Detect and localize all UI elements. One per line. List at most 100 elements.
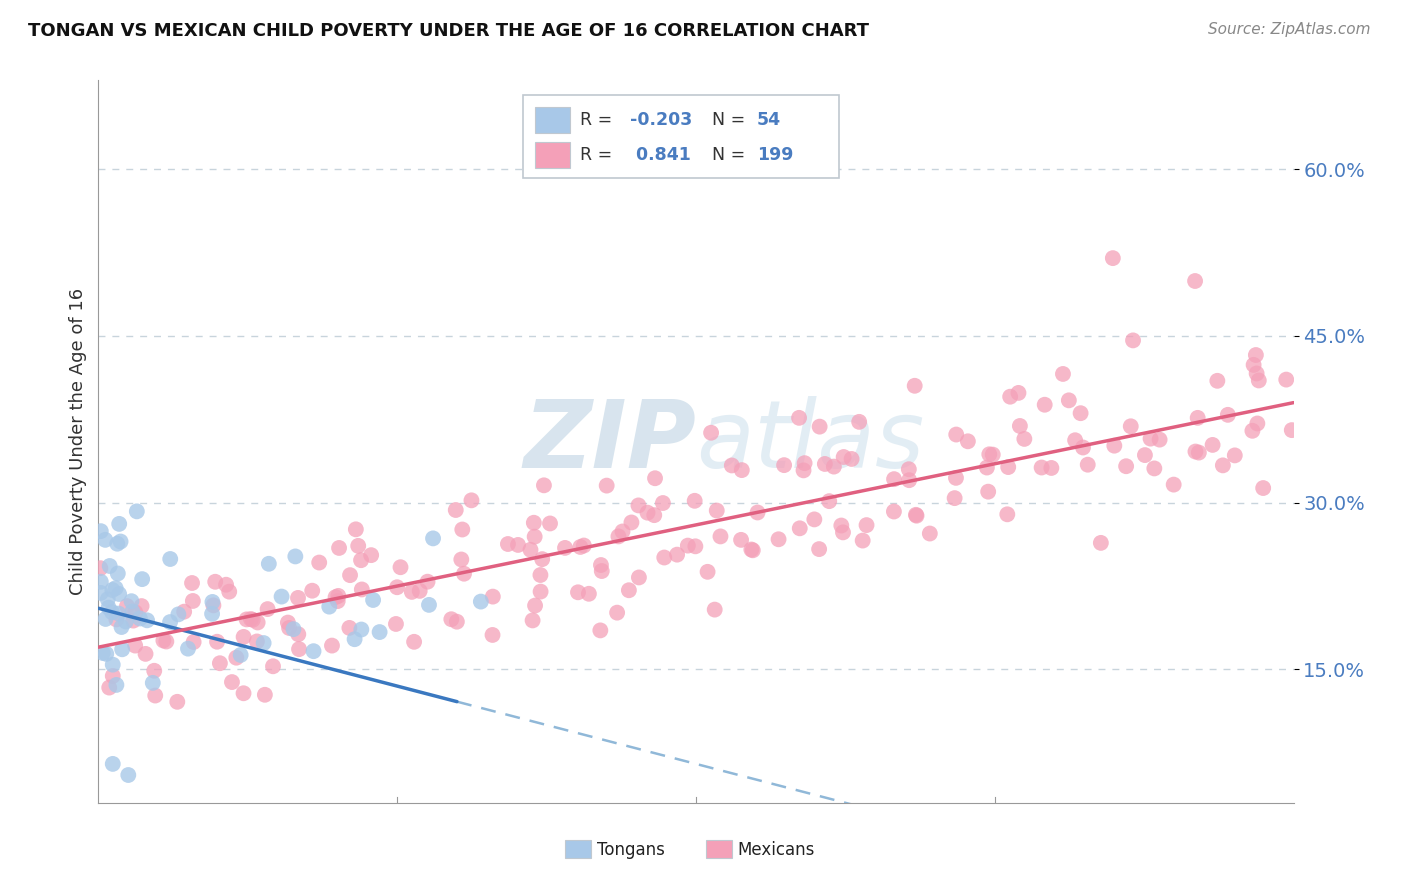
Point xyxy=(1243,358,1265,372)
Point xyxy=(1122,334,1144,348)
Point xyxy=(709,529,731,543)
Point xyxy=(205,634,228,648)
Point xyxy=(945,471,967,485)
Point xyxy=(107,607,129,621)
Point xyxy=(347,539,370,553)
Point xyxy=(538,516,561,531)
Bar xyxy=(706,840,731,858)
Point xyxy=(328,589,350,603)
Point xyxy=(1014,432,1036,446)
Point xyxy=(97,600,120,615)
Point xyxy=(121,605,143,619)
Point xyxy=(242,613,264,627)
Text: ZIP: ZIP xyxy=(523,395,696,488)
Point xyxy=(385,580,408,594)
Point xyxy=(1143,461,1166,475)
Point xyxy=(302,644,325,658)
Point xyxy=(181,576,204,591)
Point xyxy=(591,564,613,578)
Point xyxy=(177,641,200,656)
Point xyxy=(232,686,254,700)
Point xyxy=(246,615,269,630)
Point xyxy=(101,657,124,672)
Point xyxy=(350,553,373,567)
Point xyxy=(852,533,875,548)
Point xyxy=(1104,439,1126,453)
Point xyxy=(328,541,350,555)
Point xyxy=(204,574,226,589)
Point xyxy=(110,534,132,549)
Point xyxy=(904,508,927,522)
Point xyxy=(136,613,159,627)
Point xyxy=(97,592,120,607)
Point xyxy=(1246,367,1268,381)
Point xyxy=(232,630,254,644)
Point xyxy=(101,605,124,619)
Point xyxy=(350,623,373,637)
Point xyxy=(277,615,299,630)
Point xyxy=(696,565,718,579)
Point xyxy=(741,543,763,558)
Point xyxy=(444,503,467,517)
Point xyxy=(101,669,124,683)
Point xyxy=(450,552,472,566)
Point xyxy=(676,539,699,553)
Point xyxy=(152,633,174,648)
Point xyxy=(308,556,330,570)
Point xyxy=(361,593,384,607)
Point xyxy=(1119,419,1142,434)
Point xyxy=(350,582,373,597)
Text: N =: N = xyxy=(711,145,751,163)
Text: 199: 199 xyxy=(756,145,793,163)
Point xyxy=(385,617,408,632)
Point xyxy=(120,594,142,608)
Point xyxy=(409,583,432,598)
Point xyxy=(125,504,148,518)
Point xyxy=(905,508,928,523)
Text: N =: N = xyxy=(711,111,751,128)
Point xyxy=(368,625,391,640)
Text: TONGAN VS MEXICAN CHILD POVERTY UNDER THE AGE OF 16 CORRELATION CHART: TONGAN VS MEXICAN CHILD POVERTY UNDER TH… xyxy=(28,22,869,40)
Point xyxy=(94,612,117,626)
Point xyxy=(897,462,920,476)
Point xyxy=(343,632,366,647)
Point xyxy=(202,599,225,613)
Text: Mexicans: Mexicans xyxy=(738,841,815,859)
Point xyxy=(522,614,544,628)
Point xyxy=(703,602,725,616)
Point xyxy=(105,612,128,626)
Point xyxy=(446,615,468,629)
Bar xyxy=(534,142,571,168)
Point xyxy=(128,611,150,625)
Point xyxy=(883,472,905,486)
Point xyxy=(1008,419,1031,434)
Point xyxy=(107,566,129,581)
Point xyxy=(1251,481,1274,495)
Point xyxy=(270,590,292,604)
Point xyxy=(685,539,707,553)
Text: 54: 54 xyxy=(756,111,782,128)
Point xyxy=(607,529,630,543)
Point xyxy=(239,612,262,626)
Point xyxy=(404,635,426,649)
Point xyxy=(122,614,145,628)
Point xyxy=(1206,374,1229,388)
Point xyxy=(787,410,810,425)
Point xyxy=(301,583,323,598)
Point xyxy=(143,664,166,678)
Point xyxy=(389,560,412,574)
Point xyxy=(1115,459,1137,474)
Point xyxy=(832,525,855,540)
Point xyxy=(90,574,112,589)
Point xyxy=(218,584,240,599)
Point xyxy=(124,639,146,653)
Point xyxy=(201,595,224,609)
Text: atlas: atlas xyxy=(696,396,924,487)
Point xyxy=(793,463,815,477)
Point xyxy=(104,581,127,595)
Point xyxy=(105,678,128,692)
Point xyxy=(325,590,347,604)
Point xyxy=(98,681,121,695)
Point xyxy=(830,518,852,533)
Point xyxy=(283,622,305,636)
